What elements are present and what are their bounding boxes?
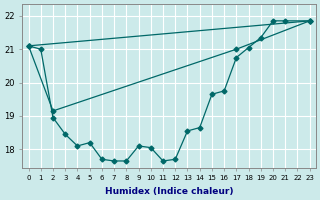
X-axis label: Humidex (Indice chaleur): Humidex (Indice chaleur)	[105, 187, 233, 196]
